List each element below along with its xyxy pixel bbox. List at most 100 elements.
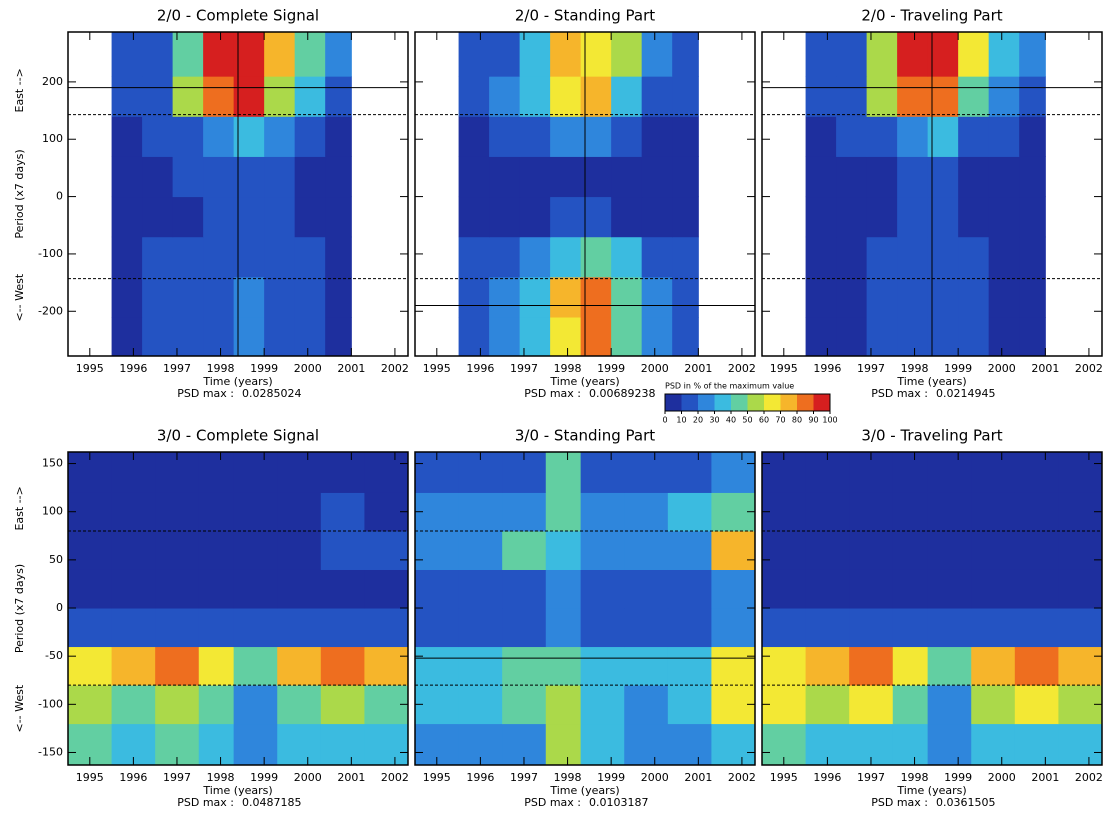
heat-cell xyxy=(458,646,503,686)
y-tick-label: 150 xyxy=(42,457,63,470)
heat-cell xyxy=(836,76,868,117)
heat-cell xyxy=(1058,646,1103,686)
heat-cell xyxy=(264,32,296,77)
heat-cell xyxy=(233,608,278,648)
heat-cell xyxy=(294,276,326,318)
x-tick-label: 2001 xyxy=(337,362,365,375)
x-tick-label: 1996 xyxy=(119,362,147,375)
heat-cell xyxy=(580,276,612,318)
heat-cell xyxy=(233,156,265,198)
x-tick-label: 1995 xyxy=(423,771,451,784)
y-tick-label: -50 xyxy=(45,649,63,662)
heat-cell xyxy=(68,569,113,609)
heat-cell xyxy=(988,156,1020,198)
colorbar-tick-label: 40 xyxy=(726,416,736,425)
heat-cell xyxy=(198,569,235,609)
heat-cell xyxy=(519,196,551,238)
heat-cell xyxy=(545,723,582,766)
heat-cell xyxy=(325,317,352,357)
x-tick-label: 1995 xyxy=(770,362,798,375)
heat-cell xyxy=(927,32,959,77)
heat-cell xyxy=(672,276,699,318)
heat-cell xyxy=(624,646,669,686)
plot-frame xyxy=(414,31,756,357)
x-tick-label: 1997 xyxy=(510,362,538,375)
heat-cell xyxy=(580,685,625,725)
heat-cell xyxy=(927,569,972,609)
x-tick-label: 2000 xyxy=(294,362,322,375)
heat-cell xyxy=(580,530,625,570)
heat-cell xyxy=(489,32,521,77)
heat-cell xyxy=(580,646,625,686)
heat-cell xyxy=(264,116,296,157)
heat-cell xyxy=(580,156,612,198)
x-tick-label: 2002 xyxy=(381,771,409,784)
heat-cell xyxy=(111,646,156,686)
colorbar-tick-label: 10 xyxy=(676,416,686,425)
heat-cell xyxy=(892,492,929,532)
heat-cell xyxy=(1014,492,1059,532)
heat-cell xyxy=(1019,156,1046,198)
heat-cell xyxy=(971,492,1016,532)
heat-cell xyxy=(502,608,547,648)
heat-cell xyxy=(111,685,156,725)
colorbar-tick-label: 20 xyxy=(693,416,703,425)
heat-cell xyxy=(142,32,174,77)
heat-cell xyxy=(364,646,409,686)
x-tick-label: 2000 xyxy=(988,362,1016,375)
heat-cell xyxy=(458,196,490,238)
heat-cell xyxy=(325,76,352,117)
heat-cell xyxy=(458,156,490,198)
heat-cell xyxy=(927,317,959,357)
heat-cell xyxy=(711,530,756,570)
colorbar-swatch xyxy=(698,394,715,411)
heat-cell xyxy=(1014,530,1059,570)
heat-cell xyxy=(1019,276,1046,318)
heat-cell xyxy=(611,276,643,318)
heat-cell xyxy=(624,685,669,725)
y-axis-label: <-- West xyxy=(13,684,26,732)
heat-cell xyxy=(320,452,365,493)
heat-cell xyxy=(415,530,460,570)
heat-cell xyxy=(264,276,296,318)
heat-cell xyxy=(489,196,521,238)
heat-cell xyxy=(892,452,929,493)
heat-cell xyxy=(233,452,278,493)
colorbar-swatch xyxy=(681,394,699,411)
heat-cell xyxy=(519,76,551,117)
colorbar-tick-label: 0 xyxy=(662,416,667,425)
heat-cell xyxy=(927,76,959,117)
heat-cell xyxy=(927,723,972,766)
heat-cell xyxy=(762,530,807,570)
heat-cell xyxy=(233,116,265,157)
heat-cell xyxy=(155,646,200,686)
heat-cell xyxy=(711,452,756,493)
y-tick-label: 200 xyxy=(42,75,63,88)
x-tick-label: 1996 xyxy=(119,771,147,784)
x-tick-label: 2001 xyxy=(1031,362,1059,375)
colorbar-tick-label: 30 xyxy=(709,416,719,425)
heat-cell xyxy=(849,646,894,686)
heat-cell xyxy=(203,32,235,77)
heat-cell xyxy=(866,236,898,278)
heat-cell xyxy=(68,646,113,686)
x-tick-label: 1998 xyxy=(554,771,582,784)
y-tick-label: 0 xyxy=(56,190,63,203)
heat-cell xyxy=(277,569,322,609)
psd-max-label: PSD max : xyxy=(524,387,581,400)
x-tick-label: 1999 xyxy=(250,362,278,375)
heat-cell xyxy=(958,156,990,198)
heat-cell xyxy=(111,492,156,532)
heat-cell xyxy=(624,569,669,609)
heat-cell xyxy=(667,685,712,725)
heat-cell xyxy=(233,723,278,766)
x-tick-label: 1998 xyxy=(901,362,929,375)
heat-cell xyxy=(836,156,868,198)
x-tick-label: 2001 xyxy=(684,771,712,784)
heat-cell xyxy=(805,685,850,725)
heat-cell xyxy=(866,116,898,157)
x-tick-label: 1997 xyxy=(510,771,538,784)
heat-cell xyxy=(1019,76,1046,117)
heat-cell xyxy=(320,685,365,725)
heat-cell xyxy=(320,608,365,648)
